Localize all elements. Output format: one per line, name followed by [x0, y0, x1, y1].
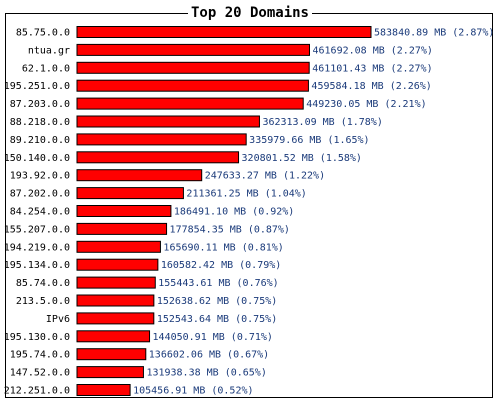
bar: [76, 115, 260, 128]
bar: [76, 26, 372, 38]
category-label: 195.134.0.0: [4, 260, 70, 271]
category-label: 212.251.0.0: [4, 386, 70, 397]
category-label: 84.254.0.0: [10, 207, 70, 218]
value-label: 247633.27 MB (1.22%): [205, 171, 325, 182]
value-label: 144050.91 MB (0.71%): [153, 332, 273, 343]
bar: [76, 240, 161, 253]
bar: [76, 348, 147, 361]
category-label: 213.5.0.0: [16, 296, 70, 307]
bar: [76, 79, 309, 92]
value-label: 131938.38 MB (0.65%): [146, 368, 266, 379]
bar: [76, 366, 144, 379]
value-label: 335979.66 MB (1.65%): [249, 135, 369, 146]
value-label: 155443.61 MB (0.76%): [158, 278, 278, 289]
bar: [76, 97, 304, 110]
category-label: 147.52.0.0: [10, 368, 70, 379]
category-label: 87.202.0.0: [10, 189, 70, 200]
value-label: 165690.11 MB (0.81%): [163, 242, 283, 253]
bar: [76, 384, 131, 396]
category-label: IPv6: [46, 314, 70, 325]
bar: [76, 205, 172, 217]
category-label: 89.210.0.0: [10, 135, 70, 146]
category-label: 195.251.0.0: [4, 81, 70, 92]
bar: [76, 169, 203, 182]
category-label: 195.130.0.0: [4, 332, 70, 343]
category-label: 87.203.0.0: [10, 99, 70, 110]
value-label: 152638.62 MB (0.75%): [157, 296, 277, 307]
bar: [76, 312, 155, 325]
value-label: 160582.42 MB (0.79%): [161, 260, 281, 271]
category-label: 150.140.0.0: [4, 153, 70, 164]
category-label: 195.74.0.0: [10, 350, 70, 361]
value-label: 177854.35 MB (0.87%): [170, 224, 290, 235]
value-label: 320801.52 MB (1.58%): [242, 153, 362, 164]
value-label: 583840.89 MB (2.87%): [374, 28, 494, 39]
category-label: ntua.gr: [28, 45, 70, 56]
value-label: 362313.09 MB (1.78%): [262, 117, 382, 128]
value-label: 186491.10 MB (0.92%): [174, 207, 294, 218]
value-label: 449230.05 MB (2.21%): [306, 99, 426, 110]
bar: [76, 151, 240, 164]
bar: [76, 276, 156, 289]
value-label: 459584.18 MB (2.26%): [311, 81, 431, 92]
value-label: 211361.25 MB (1.04%): [186, 189, 306, 200]
bar: [76, 294, 155, 307]
category-label: 193.92.0.0: [10, 171, 70, 182]
value-label: 136602.06 MB (0.67%): [149, 350, 269, 361]
bar: [76, 61, 310, 74]
category-label: 155.207.0.0: [4, 224, 70, 235]
value-label: 105456.91 MB (0.52%): [133, 386, 253, 397]
value-label: 461101.43 MB (2.27%): [312, 63, 432, 74]
category-label: 85.75.0.0: [16, 28, 70, 39]
bar: [76, 43, 310, 56]
bar: [76, 187, 184, 200]
category-label: 194.219.0.0: [4, 242, 70, 253]
category-label: 88.218.0.0: [10, 117, 70, 128]
category-label: 85.74.0.0: [16, 278, 70, 289]
value-label: 461692.08 MB (2.27%): [312, 45, 432, 56]
bar: [76, 330, 151, 343]
bar: [76, 133, 247, 146]
category-label: 62.1.0.0: [22, 63, 70, 74]
bar: [76, 258, 159, 271]
value-label: 152543.64 MB (0.75%): [157, 314, 277, 325]
bar: [76, 222, 168, 235]
